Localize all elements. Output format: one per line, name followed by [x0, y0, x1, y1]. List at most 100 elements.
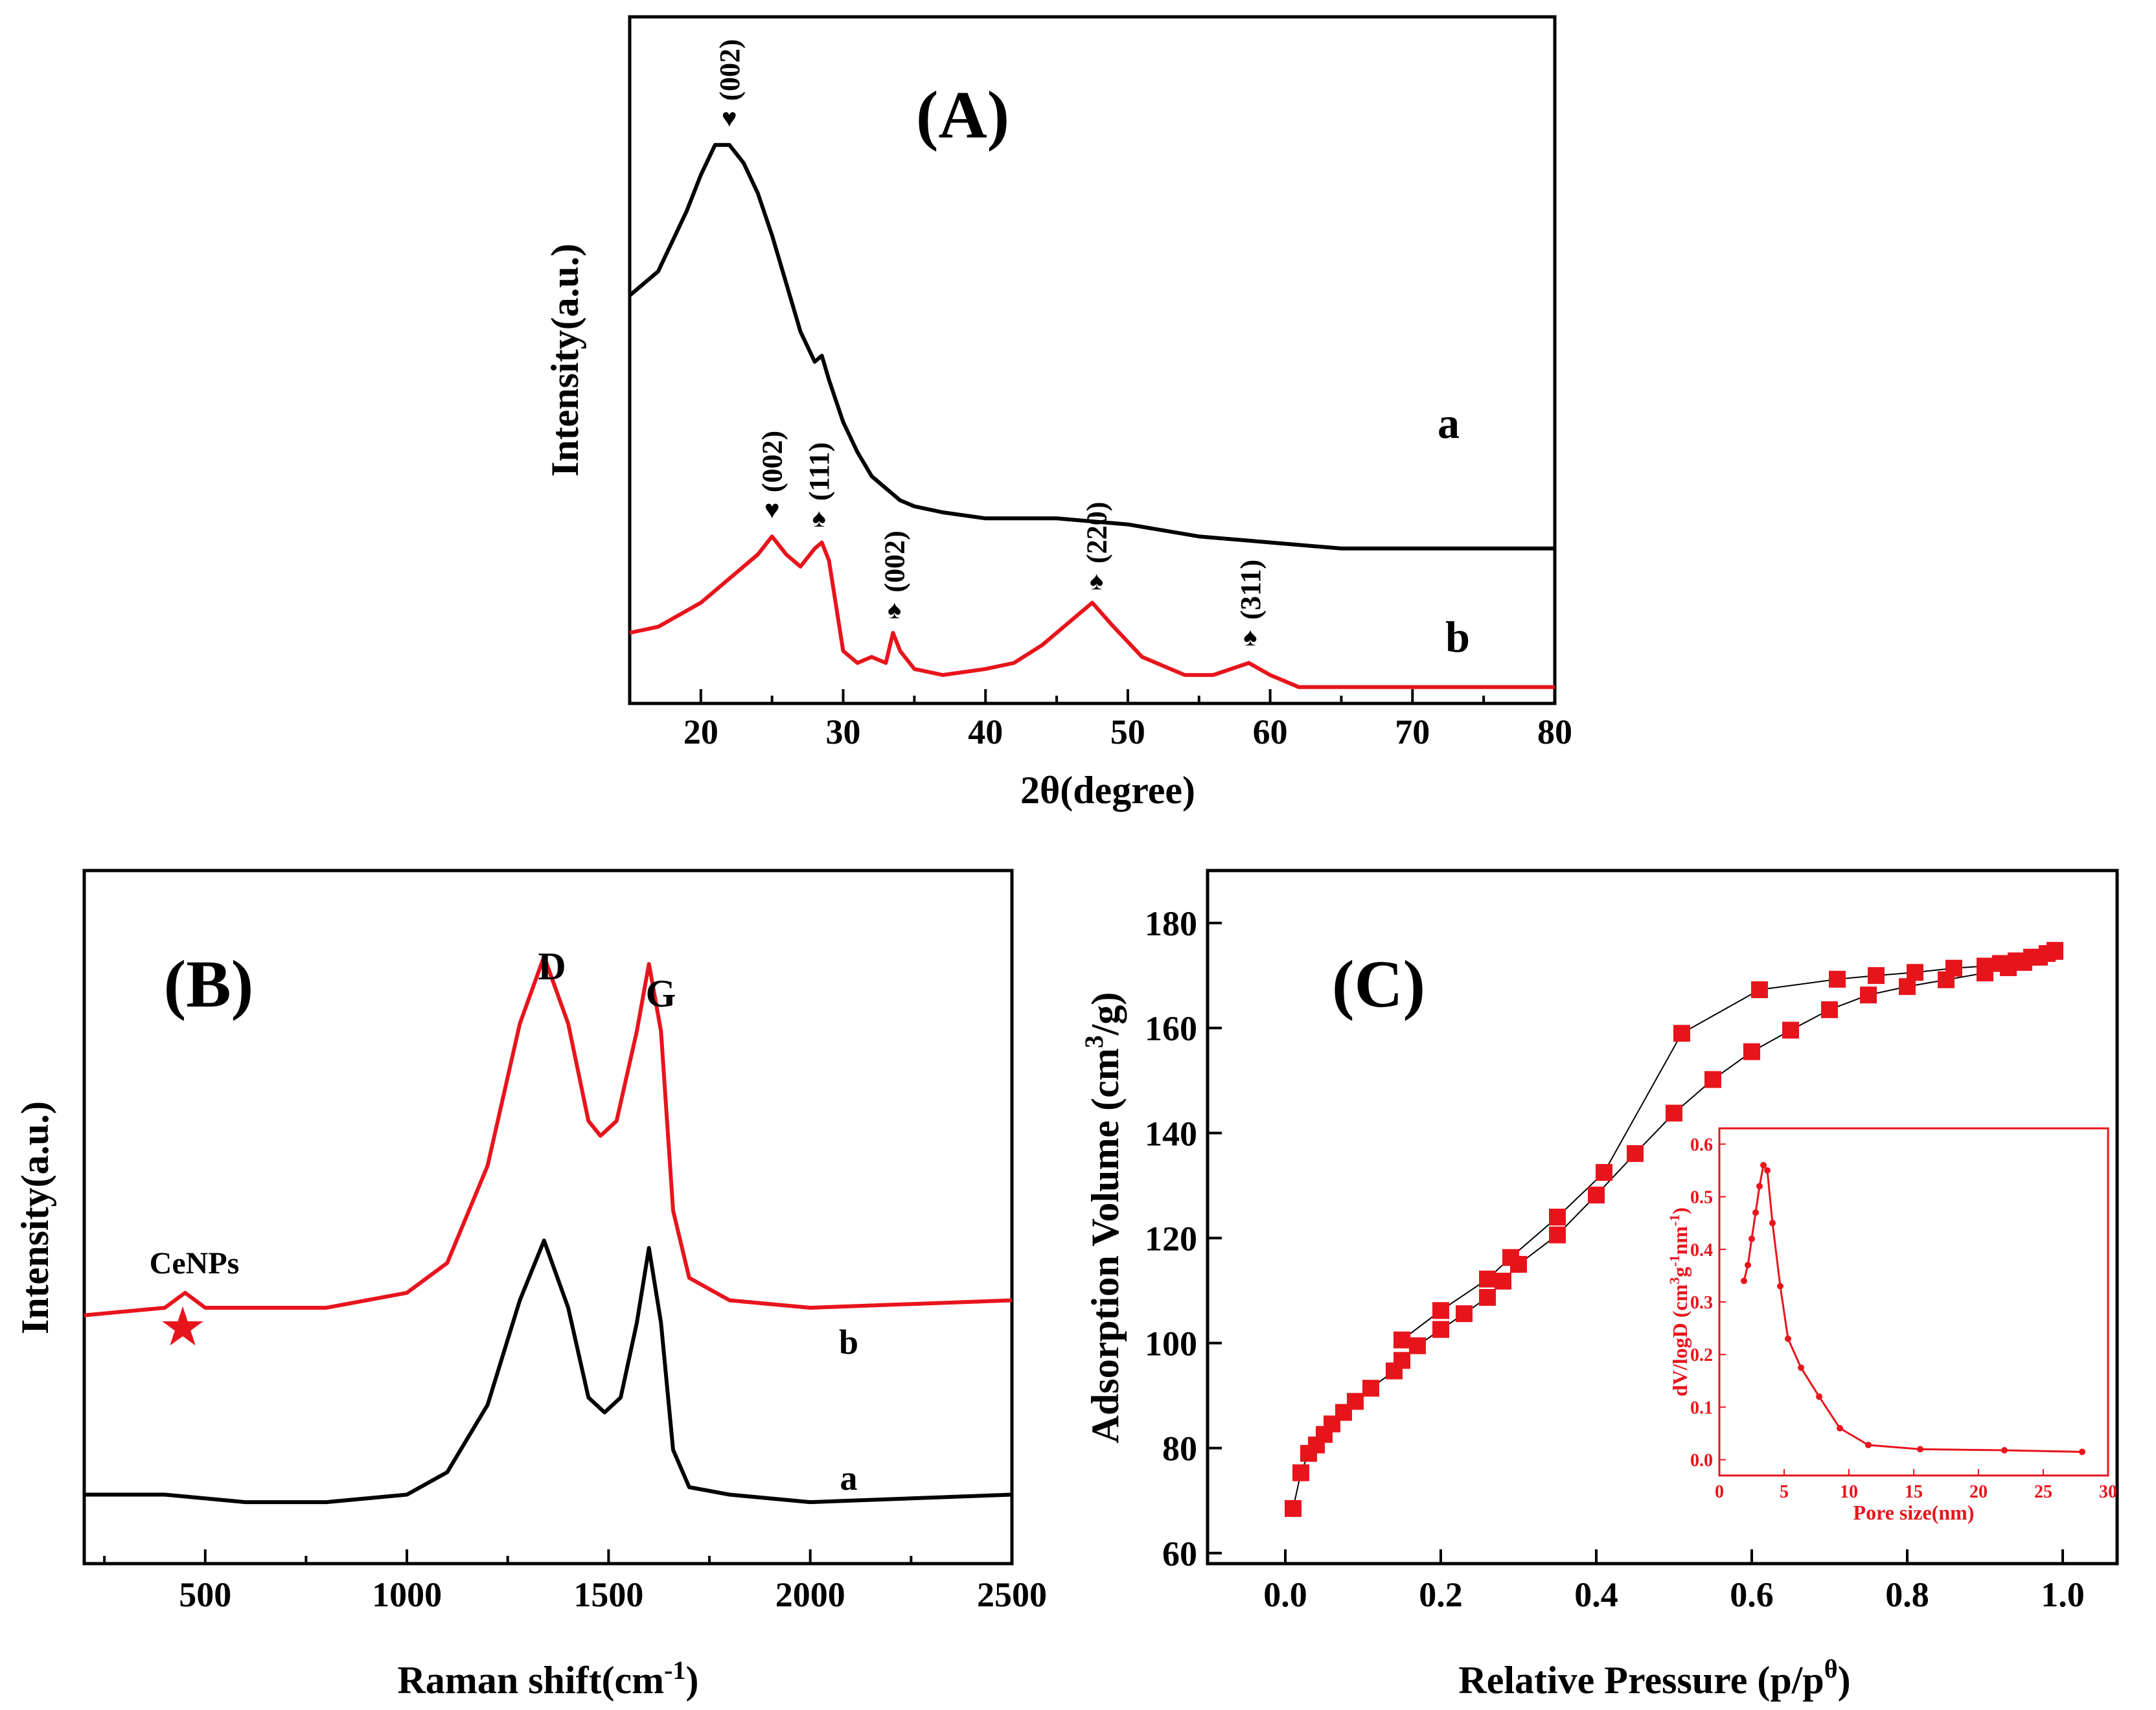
panel-c-y-tick-label: 60: [1162, 1534, 1197, 1573]
panel-a-x-tick-label: 80: [1537, 712, 1572, 751]
inset-psd-point: [1752, 1209, 1759, 1216]
panel-c-desorption-point: [1393, 1331, 1410, 1349]
panel-c-adsorption-point: [1292, 1464, 1309, 1481]
panel-c-adsorption-point: [1479, 1289, 1496, 1306]
panel-c-adsorption-point: [1666, 1104, 1682, 1122]
panel-c-x-tick-label: 1.0: [2041, 1575, 2085, 1614]
inset-psd-point: [1764, 1167, 1771, 1174]
panel-c-desorption-point: [1673, 1025, 1690, 1042]
panel-c-desorption-point: [1502, 1249, 1519, 1266]
panel-c-adsorption-point: [1549, 1226, 1566, 1244]
panel-c-desorption-point: [1829, 970, 1846, 988]
panel-c-desorption-point: [1596, 1164, 1612, 1181]
panel-c-adsorption-point: [1285, 1499, 1302, 1517]
inset-psd-point: [1760, 1161, 1767, 1168]
inset-y-tick-label: 0.6: [1690, 1135, 1713, 1155]
panel-a-peak-marker-icon: ♥: [722, 104, 737, 133]
inset-psd-point: [2001, 1447, 2008, 1454]
inset-x-tick-label: 15: [1905, 1482, 1923, 1502]
panel-c-adsorption-point: [1743, 1043, 1760, 1060]
panel-a-peak-label: (111): [803, 442, 835, 501]
panel-c-desorption-point: [2039, 945, 2056, 963]
inset-psd-point: [1769, 1220, 1776, 1227]
inset-y-tick-label: 0.1: [1690, 1398, 1713, 1418]
inset-x-tick-label: 25: [2034, 1482, 2052, 1502]
panel-a-y-axis-title: Intensity(a.u.): [544, 244, 586, 477]
panel-c-inset-frame: [1718, 1127, 2109, 1477]
panel-c-title: (C): [1332, 947, 1425, 1021]
panel-c-y-ticks: 60 80 100 120 140 160 180: [1145, 904, 1222, 1573]
panel-c-frame: [1206, 869, 2119, 1566]
panel-a-peak-labels: ♥(002)♥(002)♠(111)♠(002) ♠(220)♠(311): [714, 39, 1267, 651]
inset-psd-points: [1741, 1161, 2085, 1455]
panel-c-x-axis-title: Relative Pressure (p/pθ): [1458, 1654, 1850, 1702]
inset-psd-point: [1816, 1393, 1822, 1400]
panel-a-peak-label: (002): [879, 530, 911, 592]
inset-x-tick-label: 10: [1840, 1482, 1858, 1502]
panel-c-x-tick-label: 0.6: [1730, 1575, 1774, 1614]
panel-b-cenps-star-icon: ★: [161, 1301, 204, 1354]
panel-a-x-axis-title: 2θ(degree): [1020, 769, 1195, 812]
panel-c-x-tick-label: 0.0: [1263, 1575, 1307, 1614]
panel-a-x-tick-label: 60: [1253, 712, 1288, 751]
panel-c-x-tick-label: 0.2: [1419, 1575, 1463, 1614]
panel-c-desorption-point: [1992, 955, 2009, 972]
panel-b-title: (B): [164, 947, 254, 1021]
panel-c-y-tick-label: 120: [1145, 1219, 1197, 1258]
panel-a-peak-label: (002): [714, 39, 746, 100]
panel-b-x-tick-label: 2500: [977, 1575, 1047, 1614]
inset-x-ticks: 0 5 10 15 20 25 30: [1715, 1469, 2117, 1502]
inset-x-tick-label: 20: [1969, 1482, 1988, 1502]
inset-x-tick-label: 0: [1715, 1482, 1724, 1502]
panel-a-peak-marker-icon: ♠: [812, 503, 826, 532]
panel-c-adsorption-point: [1782, 1021, 1799, 1039]
panel-c-adsorption-point: [1362, 1380, 1379, 1397]
panel-c-y-tick-label: 140: [1145, 1114, 1197, 1153]
panel-a-peak-marker-icon: ♠: [1243, 622, 1257, 652]
panel-c-desorption-point: [1432, 1302, 1449, 1319]
panel-b-x-tick-label: 500: [179, 1575, 231, 1614]
inset-x-axis-title: Pore size(nm): [1853, 1501, 1975, 1524]
panel-a-peak-marker-icon: ♠: [888, 595, 901, 624]
inset-psd-point: [1865, 1441, 1872, 1448]
panel-c-adsorption-point: [1704, 1071, 1721, 1088]
inset-y-tick-label: 0.3: [1690, 1293, 1713, 1313]
panel-c-adsorption-point: [1821, 1001, 1838, 1018]
panel-a-peak-label: (002): [757, 431, 788, 492]
panel-a: (A) 20 30 40 50 60 70 80 ♥(002)♥(002)♠(111)♠(0…: [544, 15, 1572, 812]
inset-psd-point: [1777, 1282, 1783, 1290]
inset-psd-point: [1798, 1364, 1804, 1371]
panel-c-adsorption-point: [1627, 1145, 1644, 1162]
panel-b-x-axis-title: Raman shift(cm-1): [398, 1656, 699, 1702]
panel-b-series-a-line: [84, 1238, 1013, 1505]
inset-y-tick-label: 0.0: [1690, 1451, 1713, 1471]
panel-a-series-a-line: [628, 142, 1555, 551]
panel-a-curve-label-a: a: [1438, 398, 1460, 448]
inset-psd-point: [1785, 1335, 1791, 1342]
panel-c-desorption-point: [1868, 967, 1885, 985]
panel-c-x-ticks: 0.0 0.2 0.4 0.6 0.8 1.0: [1263, 1549, 2085, 1614]
inset-y-tick-label: 0.4: [1690, 1240, 1713, 1260]
panel-c-adsorption-point: [1432, 1321, 1449, 1338]
panel-c-desorption-point: [2023, 948, 2040, 966]
panel-c-y-tick-label: 160: [1145, 1009, 1197, 1048]
panel-a-x-tick-label: 50: [1110, 712, 1145, 751]
panel-a-peak-label: (311): [1235, 560, 1267, 620]
inset-x-tick-label: 30: [2099, 1482, 2117, 1502]
panel-c-y-tick-label: 100: [1145, 1325, 1197, 1363]
panel-c-x-tick-label: 0.4: [1574, 1575, 1618, 1614]
panel-b-peak-g-label: G: [646, 972, 676, 1015]
panel-c-adsorption-point: [1409, 1337, 1426, 1354]
inset-psd-point: [1749, 1235, 1755, 1242]
panel-c-desorption-point: [1479, 1270, 1496, 1288]
panel-c-inset: 0 5 10 15 20 25 30 0.0 0.1 0.2 0.3 0.4 0.5 0.6 Pore …: [1666, 1127, 2117, 1524]
panel-a-x-tick-label: 20: [683, 712, 718, 751]
panel-c-adsorption-point: [1588, 1186, 1605, 1203]
panel-c: (C) 0.0 0.2 0.4 0.6 0.8 1.0 60801001201401601…: [1079, 869, 2119, 1702]
inset-psd-point: [1745, 1262, 1751, 1269]
panel-a-frame: [628, 15, 1557, 705]
panel-c-desorption-point: [2008, 952, 2024, 970]
panel-c-adsorption-point: [1456, 1305, 1473, 1323]
panel-c-points: [1285, 942, 2063, 1517]
